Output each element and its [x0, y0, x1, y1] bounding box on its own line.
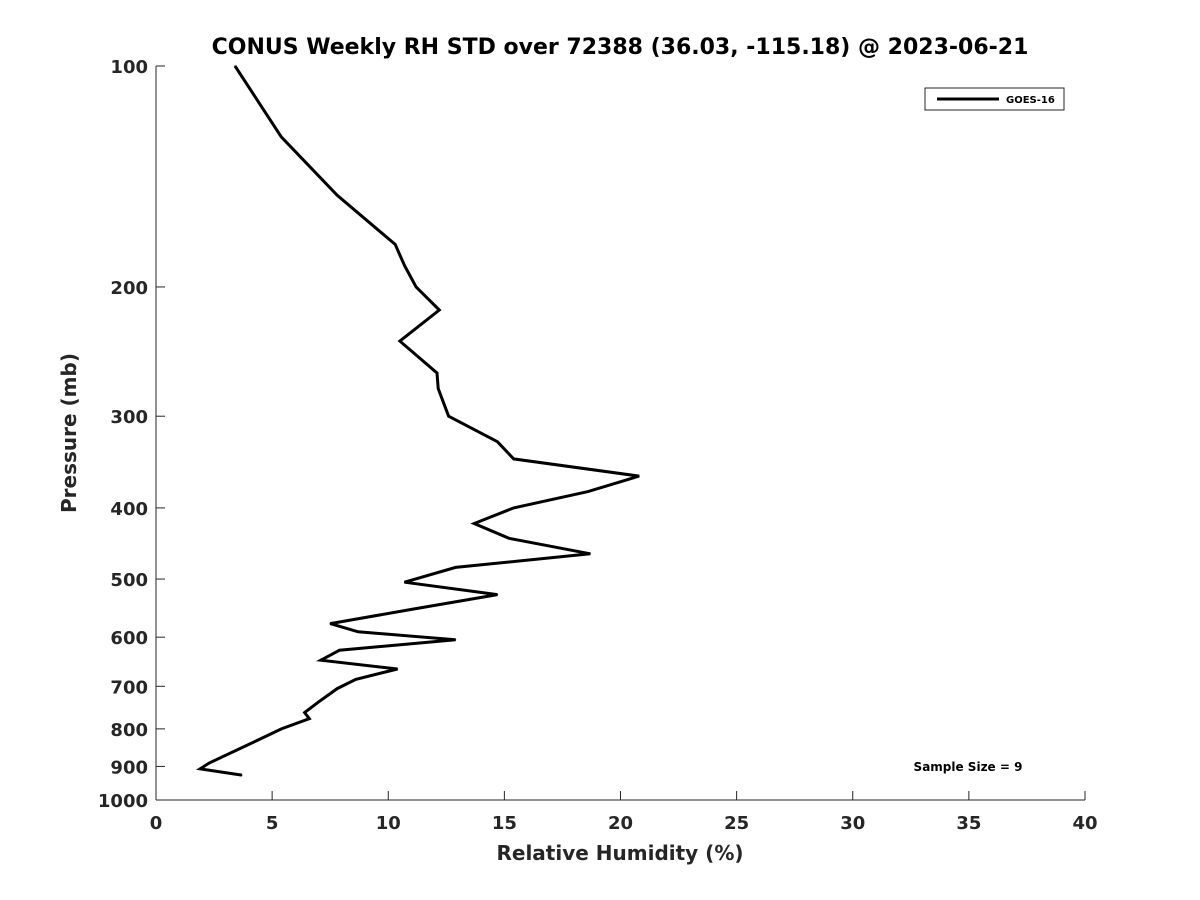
data-point-0-38 [241, 774, 243, 776]
data-point-0-13 [638, 475, 640, 477]
y-tick-label-200: 200 [110, 278, 148, 299]
x-tick-label-0: 0 [150, 813, 163, 834]
y-tick-label-300: 300 [110, 407, 148, 428]
data-point-0-11 [496, 441, 498, 443]
data-point-0-12 [513, 458, 515, 460]
data-point-0-15 [513, 507, 515, 509]
data-point-0-21 [496, 594, 498, 596]
data-point-0-7 [399, 340, 401, 342]
data-point-0-34 [280, 728, 282, 730]
chart-title: CONUS Weekly RH STD over 72388 (36.03, -… [212, 35, 1029, 60]
data-point-0-14 [587, 491, 589, 493]
data-point-0-32 [304, 711, 306, 714]
y-tick-label-800: 800 [110, 720, 148, 741]
data-point-0-22 [410, 608, 413, 611]
data-point-0-35 [248, 743, 250, 746]
data-point-0-8 [436, 372, 438, 374]
data-point-0-23 [329, 623, 331, 625]
data-point-0-1 [280, 136, 282, 138]
data-point-0-3 [394, 243, 396, 245]
y-tick-label-400: 400 [110, 499, 148, 520]
data-point-0-36 [208, 762, 210, 764]
y-tick-label-700: 700 [110, 677, 148, 698]
sample-size-annotation: Sample Size = 9 [914, 760, 1023, 774]
data-point-0-28 [396, 668, 399, 670]
y-tick-label-500: 500 [110, 570, 148, 591]
data-point-0-5 [415, 286, 417, 288]
y-tick-label-100: 100 [110, 57, 148, 78]
y-tick-label-600: 600 [110, 628, 148, 649]
x-axis-ticks: 0 5 10 15 20 25 30 35 40 [150, 791, 1098, 834]
data-point-0-24 [357, 631, 359, 633]
data-point-0-2 [336, 194, 338, 196]
x-tick-label-40: 40 [1072, 813, 1097, 834]
data-point-0-16 [473, 522, 475, 525]
x-tick-label-30: 30 [840, 813, 865, 834]
x-tick-label-5: 5 [266, 813, 279, 834]
data-point-0-30 [336, 688, 338, 690]
plot-area [156, 66, 1085, 800]
data-point-0-0 [234, 65, 236, 67]
x-axis-label: Relative Humidity (%) [496, 841, 743, 865]
x-tick-label-20: 20 [608, 813, 633, 834]
data-point-0-27 [320, 659, 322, 661]
y-axis-ticks: 100 200 300 400 500 600 700 800 900 1000 [98, 57, 165, 812]
data-point-0-37 [199, 768, 201, 770]
data-point-0-10 [448, 415, 450, 417]
data-point-0-25 [455, 639, 457, 641]
data-point-0-9 [437, 387, 439, 390]
data-point-0-31 [318, 701, 320, 703]
x-tick-label-25: 25 [724, 813, 749, 834]
series-layer [195, 65, 640, 777]
x-tick-label-15: 15 [492, 813, 517, 834]
y-tick-label-900: 900 [110, 757, 148, 778]
data-point-0-19 [455, 566, 457, 569]
y-tick-label-1000: 1000 [98, 791, 148, 812]
y-axis-label: Pressure (mb) [57, 353, 81, 513]
legend-label-goes16: GOES-16 [1006, 95, 1055, 106]
data-point-0-26 [338, 649, 341, 651]
data-point-0-4 [403, 264, 406, 267]
data-point-0-29 [355, 678, 357, 681]
data-point-0-17 [508, 537, 510, 539]
legend: GOES-16 [924, 87, 1065, 111]
data-point-0-33 [308, 718, 310, 720]
data-point-0-18 [589, 553, 591, 555]
data-point-0-6 [438, 309, 440, 311]
x-tick-label-35: 35 [956, 813, 981, 834]
data-point-0-20 [403, 581, 406, 583]
x-tick-label-10: 10 [376, 813, 401, 834]
